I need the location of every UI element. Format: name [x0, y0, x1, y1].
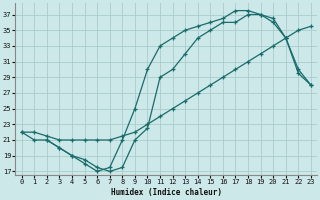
X-axis label: Humidex (Indice chaleur): Humidex (Indice chaleur) — [111, 188, 222, 197]
